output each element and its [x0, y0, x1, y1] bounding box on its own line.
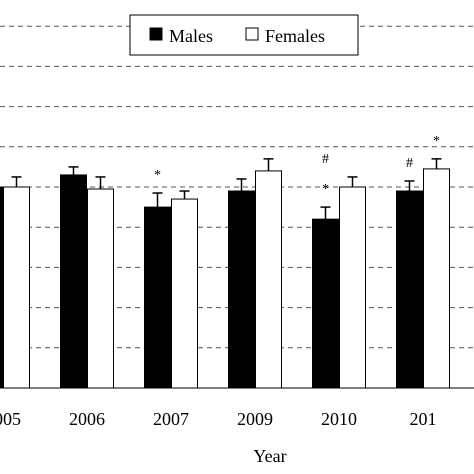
- legend-frame: [129, 14, 359, 56]
- significance-asterisk: *: [322, 182, 329, 197]
- bar-males-2007: [144, 206, 171, 389]
- x-axis-title: Year: [253, 446, 286, 466]
- bar-males-2005: [0, 186, 3, 389]
- x-tick-labels: 2005 2006 2007 2009 2010 201: [0, 409, 437, 429]
- significance-asterisk: *: [433, 134, 440, 149]
- legend-label-males: Males: [169, 26, 213, 46]
- bar-females-2006: [87, 188, 114, 389]
- bars: [0, 158, 450, 389]
- x-tick-label-2009: 2009: [237, 409, 273, 429]
- bar-males-2009: [228, 190, 255, 389]
- x-tick-label-2007: 2007: [153, 409, 189, 429]
- x-tick-label-2005: 2005: [0, 409, 21, 429]
- significance-hash: #: [322, 152, 329, 167]
- bar-females-201: [423, 168, 450, 389]
- bar-females-2009: [255, 170, 282, 389]
- significance-hash: #: [406, 156, 413, 171]
- significance-asterisk: *: [154, 168, 161, 183]
- bar-females-2005: [3, 186, 30, 389]
- legend-label-females: Females: [265, 26, 325, 46]
- legend-swatch-males: [149, 27, 163, 41]
- x-tick-label-2006: 2006: [69, 409, 105, 429]
- bar-males-2010: [312, 218, 339, 389]
- bar-females-2007: [171, 198, 198, 389]
- x-tick-label-2010: 2010: [321, 409, 357, 429]
- bar-males-201: [396, 190, 423, 389]
- x-tick-label-201: 201: [410, 409, 437, 429]
- legend-swatch-females: [245, 27, 259, 41]
- legend: Males Females: [129, 14, 359, 56]
- bar-males-2006: [60, 174, 87, 389]
- annotations: * * # # *: [154, 134, 440, 197]
- bar-females-2010: [339, 186, 366, 389]
